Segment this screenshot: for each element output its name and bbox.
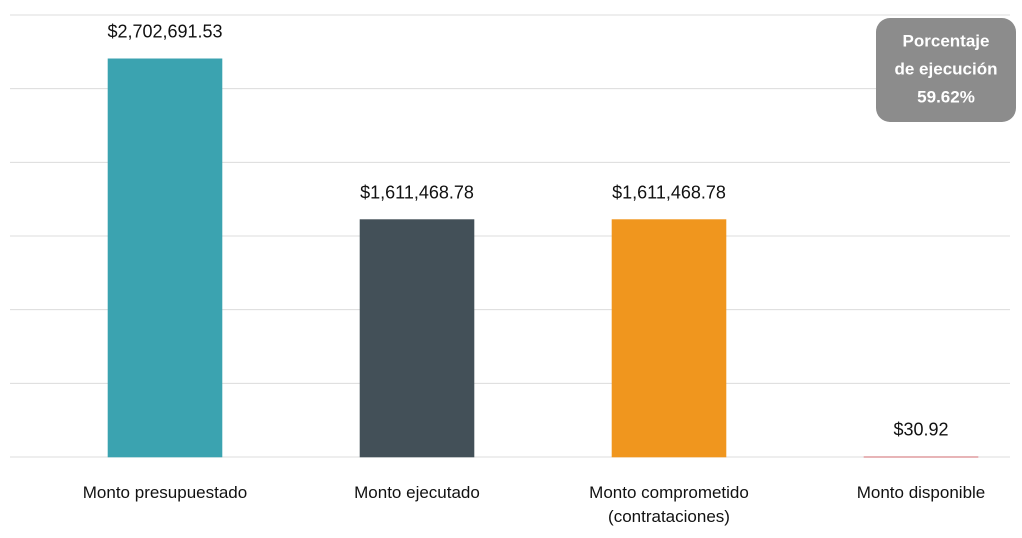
x-tick-label: Monto comprometido (contrataciones)	[589, 483, 749, 526]
annotation-text: 59.62%	[917, 87, 975, 106]
annotation-text: Porcentaje	[903, 31, 990, 50]
data-label: $1,611,468.78	[360, 182, 474, 202]
bar	[611, 219, 727, 458]
bar	[107, 58, 223, 458]
annotation-text: de ejecución	[895, 59, 998, 78]
x-tick-label: Monto presupuestado	[82, 483, 248, 502]
x-tick-label: Monto ejecutado	[354, 483, 480, 502]
data-label: $30.92	[893, 420, 948, 440]
bar	[359, 219, 475, 458]
data-label: $1,611,468.78	[612, 182, 726, 202]
data-label: $2,702,691.53	[107, 22, 222, 42]
x-tick-label: Monto disponible	[856, 483, 986, 502]
annotation-box	[876, 18, 1016, 122]
